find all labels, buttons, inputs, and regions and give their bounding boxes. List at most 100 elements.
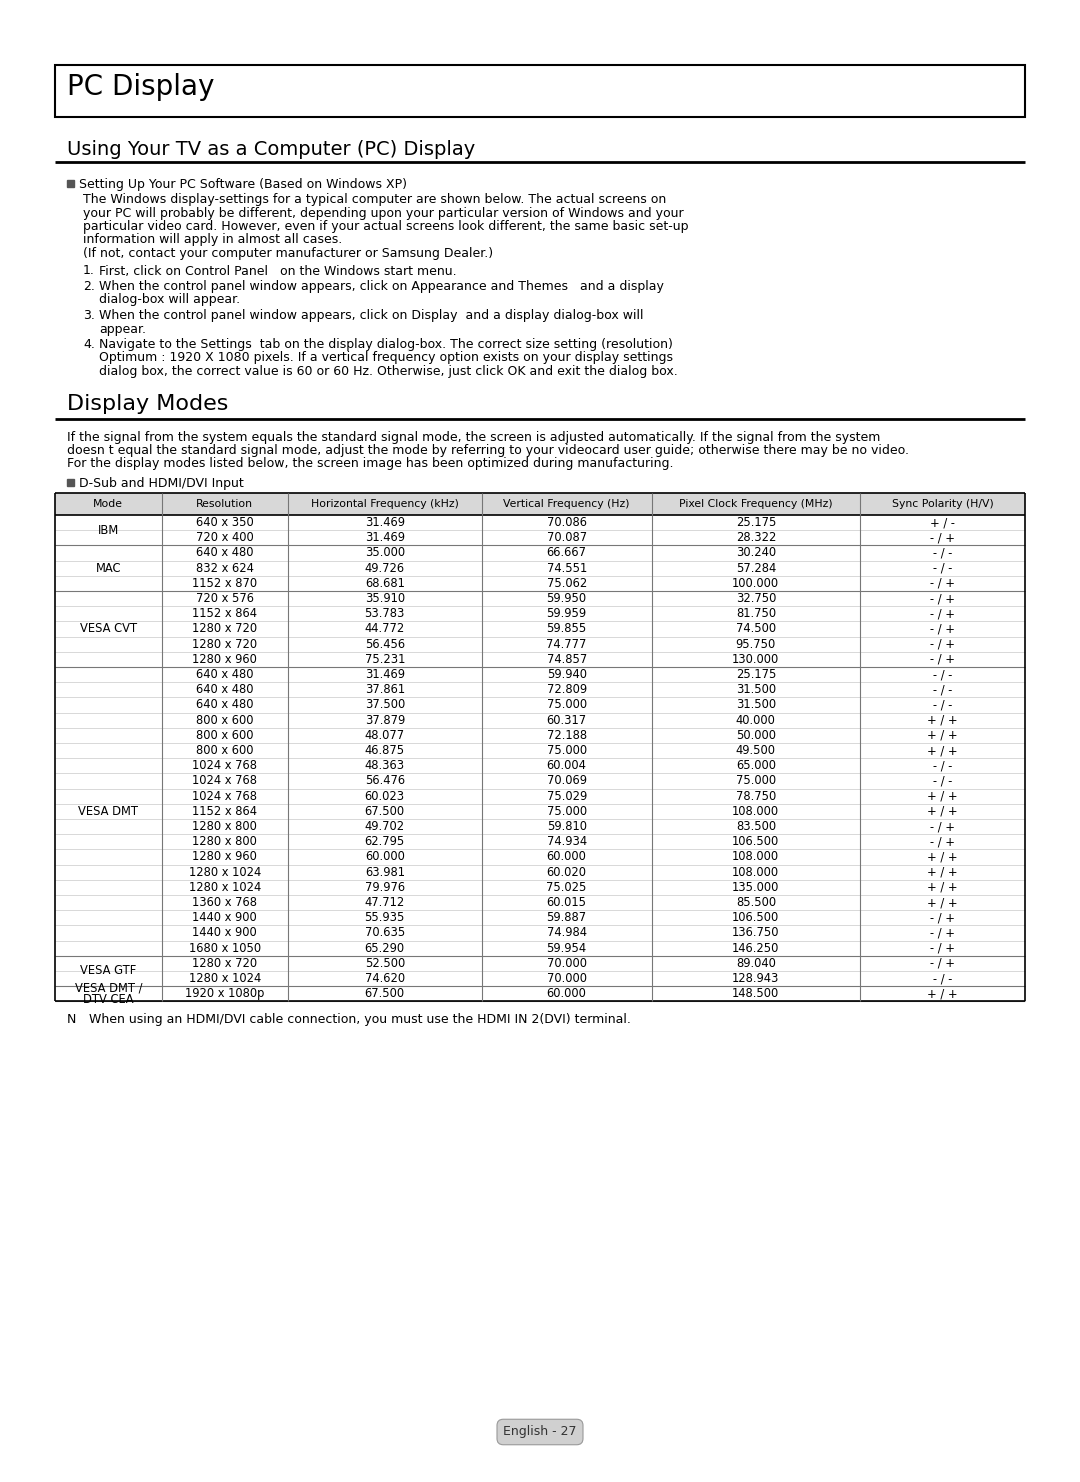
Text: 1.: 1.: [83, 264, 95, 277]
Text: 74.551: 74.551: [546, 562, 586, 575]
Text: + / +: + / +: [928, 805, 958, 818]
Text: 89.040: 89.040: [735, 957, 775, 969]
Text: 49.702: 49.702: [365, 820, 405, 833]
Text: 74.500: 74.500: [735, 622, 775, 636]
Text: 63.981: 63.981: [365, 865, 405, 879]
Text: 1440 x 900: 1440 x 900: [192, 911, 257, 925]
Text: Setting Up Your PC Software (Based on Windows XP): Setting Up Your PC Software (Based on Wi…: [79, 178, 407, 191]
Text: 720 x 400: 720 x 400: [195, 532, 254, 544]
Text: VESA CVT: VESA CVT: [80, 622, 137, 636]
Text: 75.000: 75.000: [546, 744, 586, 757]
Text: 47.712: 47.712: [365, 897, 405, 908]
Text: 30.240: 30.240: [735, 547, 775, 560]
Text: - / -: - / -: [933, 547, 953, 560]
Text: - / -: - / -: [933, 668, 953, 682]
Text: 1280 x 1024: 1280 x 1024: [189, 880, 261, 894]
Text: 60.000: 60.000: [365, 851, 405, 864]
Text: 48.363: 48.363: [365, 759, 405, 772]
Text: 37.861: 37.861: [365, 683, 405, 697]
Text: 70.069: 70.069: [546, 775, 586, 787]
Text: - / +: - / +: [930, 820, 955, 833]
Text: 78.750: 78.750: [735, 790, 775, 803]
Text: - / +: - / +: [930, 608, 955, 621]
Text: Using Your TV as a Computer (PC) Display: Using Your TV as a Computer (PC) Display: [67, 139, 475, 159]
Text: English - 27: English - 27: [503, 1426, 577, 1439]
Text: 1024 x 768: 1024 x 768: [192, 790, 257, 803]
Text: + / +: + / +: [928, 790, 958, 803]
Text: PC Display: PC Display: [67, 73, 214, 101]
Text: 35.000: 35.000: [365, 547, 405, 560]
Text: 75.231: 75.231: [365, 654, 405, 665]
Text: 800 x 600: 800 x 600: [195, 729, 254, 742]
Text: + / +: + / +: [928, 880, 958, 894]
Text: 59.855: 59.855: [546, 622, 586, 636]
Text: 83.500: 83.500: [735, 820, 775, 833]
Text: 60.000: 60.000: [546, 987, 586, 1000]
Text: - / +: - / +: [930, 637, 955, 651]
Text: When using an HDMI/DVI cable connection, you must use the HDMI IN 2(DVI) termina: When using an HDMI/DVI cable connection,…: [77, 1014, 631, 1027]
Text: 1280 x 960: 1280 x 960: [192, 851, 257, 864]
Text: 50.000: 50.000: [735, 729, 775, 742]
Text: 108.000: 108.000: [732, 865, 780, 879]
Text: Sync Polarity (H/V): Sync Polarity (H/V): [892, 499, 994, 508]
Text: 75.029: 75.029: [546, 790, 586, 803]
Text: 1280 x 720: 1280 x 720: [192, 637, 257, 651]
Text: 68.681: 68.681: [365, 576, 405, 590]
Text: 135.000: 135.000: [732, 880, 780, 894]
Text: - / +: - / +: [930, 836, 955, 848]
Text: 37.879: 37.879: [365, 714, 405, 726]
Text: 53.783: 53.783: [365, 608, 405, 621]
Text: VESA DMT: VESA DMT: [79, 805, 138, 818]
Text: 55.935: 55.935: [365, 911, 405, 925]
Text: If the signal from the system equals the standard signal mode, the screen is adj: If the signal from the system equals the…: [67, 430, 880, 443]
Text: 72.188: 72.188: [546, 729, 586, 742]
Text: 1152 x 864: 1152 x 864: [192, 805, 257, 818]
Text: + / +: + / +: [928, 897, 958, 908]
Text: - / -: - / -: [933, 698, 953, 711]
Text: 640 x 480: 640 x 480: [195, 547, 254, 560]
Text: 59.940: 59.940: [546, 668, 586, 682]
Text: 640 x 480: 640 x 480: [195, 683, 254, 697]
Text: Display Modes: Display Modes: [67, 394, 228, 415]
Text: 70.000: 70.000: [546, 957, 586, 969]
Text: 100.000: 100.000: [732, 576, 780, 590]
Text: appear.: appear.: [99, 323, 146, 335]
Text: - / -: - / -: [933, 562, 953, 575]
Text: 74.984: 74.984: [546, 926, 586, 940]
Text: 640 x 350: 640 x 350: [195, 516, 254, 529]
Text: 3.: 3.: [83, 310, 95, 322]
Text: 1280 x 960: 1280 x 960: [192, 654, 257, 665]
Text: 720 x 576: 720 x 576: [195, 593, 254, 605]
Text: 25.175: 25.175: [735, 516, 777, 529]
Text: Horizontal Frequency (kHz): Horizontal Frequency (kHz): [311, 499, 459, 508]
Text: - / +: - / +: [930, 576, 955, 590]
Text: + / +: + / +: [928, 851, 958, 864]
Text: dialog box, the correct value is 60 or 60 Hz. Otherwise, just click OK and exit : dialog box, the correct value is 60 or 6…: [99, 365, 678, 378]
Text: 1024 x 768: 1024 x 768: [192, 759, 257, 772]
Text: 28.322: 28.322: [735, 532, 777, 544]
Text: 70.087: 70.087: [546, 532, 586, 544]
Text: 108.000: 108.000: [732, 805, 780, 818]
Text: 59.810: 59.810: [546, 820, 586, 833]
Text: 108.000: 108.000: [732, 851, 780, 864]
Text: 1920 x 1080p: 1920 x 1080p: [185, 987, 265, 1000]
Text: 59.887: 59.887: [546, 911, 586, 925]
Text: 60.020: 60.020: [546, 865, 586, 879]
Text: 44.772: 44.772: [365, 622, 405, 636]
Text: 49.500: 49.500: [735, 744, 775, 757]
Text: 1680 x 1050: 1680 x 1050: [189, 941, 260, 954]
Text: 1280 x 1024: 1280 x 1024: [189, 865, 261, 879]
Text: + / +: + / +: [928, 865, 958, 879]
Text: 31.469: 31.469: [365, 532, 405, 544]
Text: 60.000: 60.000: [546, 851, 586, 864]
Text: 72.809: 72.809: [546, 683, 586, 697]
Text: 60.004: 60.004: [546, 759, 586, 772]
Text: 74.620: 74.620: [365, 972, 405, 986]
Text: - / +: - / +: [930, 941, 955, 954]
Text: Mode: Mode: [93, 499, 123, 508]
Text: 640 x 480: 640 x 480: [195, 668, 254, 682]
Text: 60.317: 60.317: [546, 714, 586, 726]
Text: doesn t equal the standard signal mode, adjust the mode by referring to your vid: doesn t equal the standard signal mode, …: [67, 445, 909, 456]
Text: Navigate to the Settings  tab on the display dialog-box. The correct size settin: Navigate to the Settings tab on the disp…: [99, 338, 673, 351]
Text: 4.: 4.: [83, 338, 95, 351]
